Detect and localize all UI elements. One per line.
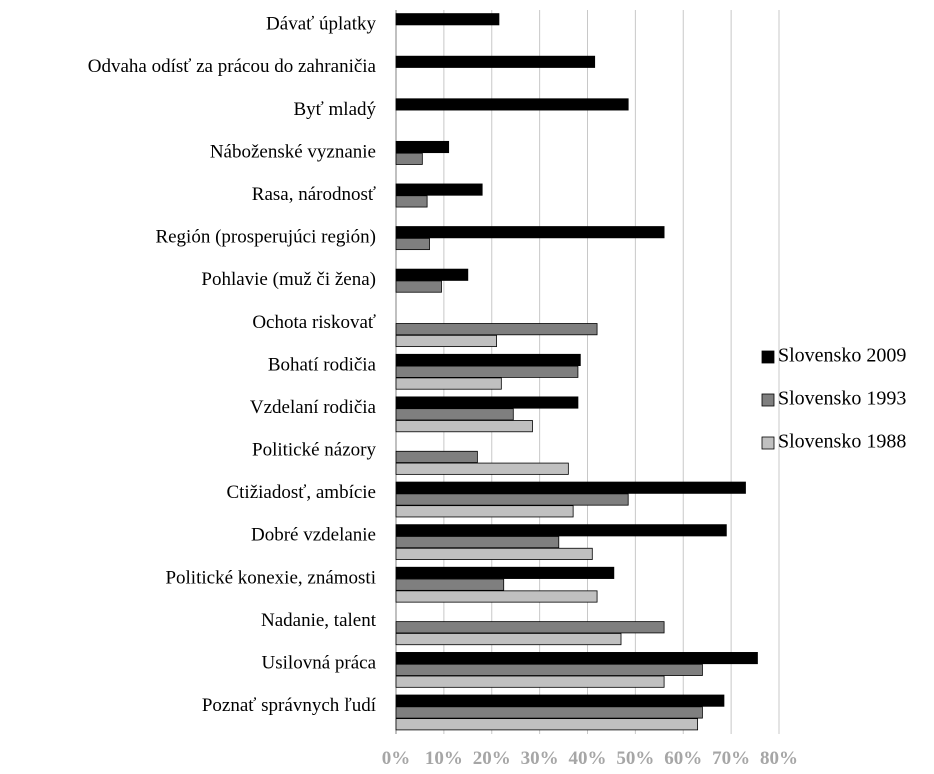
x-tick-label: 20% xyxy=(473,748,511,769)
legend: Slovensko 2009 Slovensko 1993 Slovensko 19… xyxy=(761,345,906,453)
bar xyxy=(395,152,423,165)
bar xyxy=(395,675,665,688)
gridlines xyxy=(395,10,780,734)
bar xyxy=(395,547,593,560)
category-label: Ochota riskovať xyxy=(252,312,376,333)
bar xyxy=(395,237,430,251)
bar xyxy=(395,633,622,646)
category-label: Odvaha odísť za prácou do zahraničia xyxy=(88,56,377,77)
legend-label: Slovensko 1993 xyxy=(778,388,906,410)
bar xyxy=(395,396,579,409)
x-tick-label: 50% xyxy=(616,748,654,769)
bar xyxy=(395,408,514,421)
legend-swatch xyxy=(761,350,775,364)
legend-swatch xyxy=(761,436,775,450)
bar xyxy=(395,652,758,665)
legend-label: Slovensko 1988 xyxy=(778,431,906,453)
bar xyxy=(395,195,428,208)
bar xyxy=(395,578,505,591)
bar xyxy=(395,536,560,549)
x-tick-label: 70% xyxy=(712,748,750,769)
category-label: Náboženské vyznanie xyxy=(210,141,376,162)
bar xyxy=(395,621,665,634)
bar xyxy=(395,694,725,707)
bar xyxy=(395,334,497,348)
bar xyxy=(395,524,727,537)
category-label: Politické názory xyxy=(252,440,376,461)
bar xyxy=(395,183,483,196)
category-label: Poznať správnych ľudí xyxy=(202,695,377,716)
bar xyxy=(395,718,699,731)
bar xyxy=(395,481,746,494)
category-label: Rasa, národnosť xyxy=(252,184,376,205)
bar xyxy=(395,377,502,390)
category-label: Dobré vzdelanie xyxy=(251,525,376,546)
bar xyxy=(395,462,569,475)
bar xyxy=(395,450,478,463)
bar xyxy=(395,268,469,281)
category-label: Pohlavie (muž či žena) xyxy=(201,269,376,290)
x-axis-tick-labels: 0% 10% 20% 30% 40% 50% 60% 70% 80% xyxy=(382,748,798,769)
x-tick-label: 40% xyxy=(569,748,607,769)
x-tick-label: 10% xyxy=(425,748,463,769)
category-label: Región (prosperujúci región) xyxy=(155,227,376,248)
bar xyxy=(395,505,574,518)
x-tick-label: 30% xyxy=(521,748,559,769)
bar xyxy=(395,98,629,111)
bar xyxy=(395,280,442,293)
category-label: Usilovná práca xyxy=(262,652,377,673)
category-label: Nadanie, talent xyxy=(261,610,377,631)
bars xyxy=(395,13,758,731)
bar xyxy=(395,140,450,154)
legend-swatch xyxy=(761,393,775,407)
category-label: Bohatí rodičia xyxy=(268,354,377,375)
category-label: Ctižiadosť, ambície xyxy=(226,482,376,503)
bar xyxy=(395,420,533,433)
bar xyxy=(395,663,703,676)
bar xyxy=(395,323,598,336)
bar xyxy=(395,55,596,68)
category-labels: Dávať úplatky Odvaha odísť za prácou do z… xyxy=(88,14,377,716)
x-tick-label: 0% xyxy=(382,748,411,769)
legend-label: Slovensko 2009 xyxy=(778,345,906,367)
x-tick-label: 80% xyxy=(760,748,798,769)
category-label: Vzdelaní rodičia xyxy=(250,397,377,418)
bar xyxy=(395,353,581,366)
bar xyxy=(395,226,665,239)
bar xyxy=(395,706,703,719)
bar xyxy=(395,13,500,26)
x-tick-label: 60% xyxy=(664,748,702,769)
bar xyxy=(395,493,629,506)
category-label: Dávať úplatky xyxy=(266,14,376,35)
bar xyxy=(395,566,615,579)
bar xyxy=(395,590,598,603)
category-label: Byť mladý xyxy=(293,99,376,120)
bar xyxy=(395,365,579,378)
category-label: Politické konexie, známosti xyxy=(165,567,376,588)
